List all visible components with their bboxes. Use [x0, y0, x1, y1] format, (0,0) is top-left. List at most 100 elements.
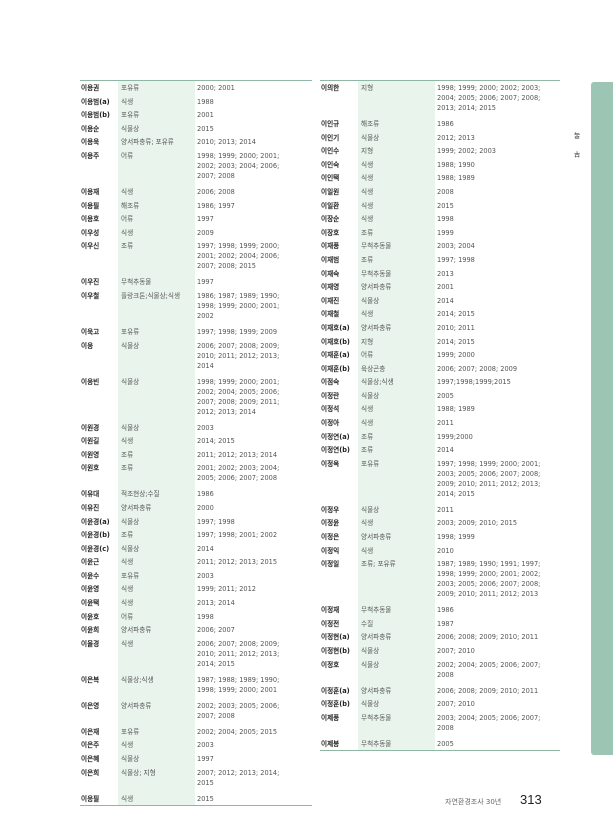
table-row: 이인수 지형 1999; 2002; 2003	[320, 144, 560, 158]
survey-years: 2006; 2007; 2008; 2009; 2010; 2011; 2012…	[197, 341, 280, 370]
survey-years: 1998	[197, 612, 214, 621]
table-row: 이재범 조류 1997; 1998	[320, 253, 560, 267]
researcher-name: 이정훈(a)	[321, 686, 350, 695]
survey-years: 1997; 1998; 1999; 2000; 2001; 2002; 2004…	[197, 242, 280, 271]
survey-years: 2002; 2004; 2005; 2015	[197, 727, 278, 736]
table-row: 이은복 식물상;식생 1987; 1988; 1989; 1990; 1998; 1…	[80, 673, 312, 699]
table-row: 이재철 식생 2014; 2015	[320, 307, 560, 321]
table-row: 이재진 식물상 2014	[320, 294, 560, 308]
survey-years: 2001	[197, 111, 214, 120]
table-row: 이일환 식생 2015	[320, 199, 560, 213]
survey-field: 식물상	[361, 391, 380, 400]
survey-field: 식생	[361, 310, 374, 319]
survey-field: 무척추동물	[361, 739, 392, 748]
survey-field: 식생	[121, 558, 134, 567]
survey-years: 1988	[197, 97, 214, 106]
survey-years: 2000	[197, 503, 214, 512]
table-row: 이윤영 식생 1999; 2011; 2012	[80, 582, 312, 596]
survey-years: 1997; 1998; 1999; 2009	[197, 327, 278, 336]
survey-years: 2011; 2012; 2013; 2015	[197, 558, 278, 567]
survey-years: 2011; 2012; 2013; 2014	[197, 450, 278, 459]
survey-years: 2011	[437, 419, 454, 428]
researcher-name: 이재호(a)	[321, 323, 350, 332]
survey-years: 1986; 1997	[197, 201, 235, 210]
table-row: 이정재 무척추동물 1986	[320, 603, 560, 617]
survey-years: 2003	[197, 423, 214, 432]
survey-years: 2006; 2007; 2008; 2009	[437, 364, 518, 373]
researcher-name: 이용욱	[81, 138, 100, 147]
survey-field: 조류	[361, 432, 374, 441]
survey-field: 지형	[361, 147, 374, 156]
table-row: 이정아 식생 2011	[320, 416, 560, 430]
researcher-name: 이웅	[81, 341, 94, 350]
survey-years: 2003; 2009; 2010; 2015	[437, 519, 518, 528]
survey-field: 식생	[361, 546, 374, 555]
table-row: 이유대 적조현상;수질 1986	[80, 487, 312, 501]
survey-years: 1988; 1989	[437, 405, 475, 414]
researcher-name: 이원영	[81, 450, 100, 459]
survey-field: 조류	[121, 531, 134, 540]
survey-field: 식생	[361, 519, 374, 528]
survey-years: 1988; 1990	[437, 160, 475, 169]
survey-years: 2006; 2008; 2009; 2010; 2011	[437, 686, 539, 695]
survey-years: 1998; 1999; 2000; 2001; 2002; 2003; 2004…	[197, 151, 280, 180]
researcher-name: 이정전	[321, 619, 340, 628]
survey-years: 1999; 2000	[437, 351, 475, 360]
table-row: 이용범(b) 포유류 2001	[80, 108, 312, 122]
survey-field: 양서파충류	[121, 701, 152, 710]
researcher-name: 이우진	[81, 278, 100, 287]
survey-years: 1997; 1998; 1999; 2000; 2001; 2003; 2005…	[437, 459, 541, 498]
survey-field: 무척추동물	[361, 269, 392, 278]
survey-years: 1999	[437, 228, 454, 237]
table-row: 이인숙 식생 1988; 1990	[320, 158, 560, 172]
survey-field: 식물상	[121, 755, 140, 764]
survey-years: 2001	[437, 283, 454, 292]
survey-field: 식생	[361, 187, 374, 196]
section-label: 부록	[573, 120, 581, 158]
researcher-name: 이정훈(b)	[321, 700, 350, 709]
table-row: 이율경 식생 2006; 2007; 2008; 2009; 2010; 2011;…	[80, 637, 312, 673]
researcher-name: 이용권	[81, 84, 100, 92]
survey-years: 1986; 1987; 1989; 1990; 1998; 1999; 2000…	[197, 291, 280, 320]
survey-years: 1999; 2011; 2012	[197, 585, 256, 594]
survey-years: 1987; 1988; 1989; 1990; 1998; 1999; 2000…	[197, 675, 280, 694]
survey-field: 식물상; 지형	[121, 768, 156, 777]
survey-field: 양서파충류; 포유류	[121, 138, 174, 147]
table-row: 이윤택 식생 2013; 2014	[80, 596, 312, 610]
table-row: 이정훈(b) 식물상 2007; 2010	[320, 697, 560, 711]
researcher-name: 이재훈(b)	[321, 364, 350, 373]
survey-field: 양서파충류	[361, 686, 392, 695]
survey-years: 2007; 2010	[437, 647, 475, 655]
researcher-name: 이은영	[81, 701, 100, 710]
table-row: 이우진 무척추동물 1997	[80, 275, 312, 289]
category-column-background	[358, 81, 435, 751]
survey-field: 어류	[361, 351, 374, 360]
researcher-name: 이용필	[81, 201, 100, 210]
table-row: 이용주 어류 1998; 1999; 2000; 2001; 2002; 2003;…	[80, 149, 312, 185]
survey-years: 1997; 1998	[197, 517, 235, 526]
category-column-background	[118, 81, 195, 806]
table-row: 이정연(a) 조류 1999;2000	[320, 430, 560, 444]
survey-years: 1987; 1989; 1990; 1991; 1997; 1998; 1999…	[437, 560, 541, 599]
survey-field: 해조류	[121, 201, 140, 210]
table-row: 이정일 조류; 포유류 1987; 1989; 1990; 1991; 1997; …	[320, 557, 560, 603]
survey-years: 2014; 2015	[437, 310, 475, 319]
survey-field: 해조류	[361, 120, 380, 128]
table-row: 이윤근 식생 2011; 2012; 2013; 2015	[80, 555, 312, 569]
researcher-name: 이용범(a)	[81, 97, 110, 106]
survey-field: 식물상	[121, 341, 140, 350]
survey-field: 식물상	[361, 700, 380, 709]
table-row: 이재풍 무척추동물 2003; 2004	[320, 239, 560, 253]
table-row: 이재숙 무척추동물 2013	[320, 267, 560, 281]
researcher-name: 이정우	[321, 505, 340, 514]
researcher-name: 이일원	[321, 187, 340, 196]
table-row: 이정현(b) 식물상 2007; 2010	[320, 644, 560, 658]
researcher-name: 이재숙	[321, 269, 340, 278]
table-row: 이은주 식생 2003	[80, 738, 312, 752]
survey-years: 2014; 2015	[437, 337, 475, 346]
table-row: 이정옥 포유류 1997; 1998; 1999; 2000; 2001; 2003…	[320, 457, 560, 503]
researcher-name: 이정익	[321, 546, 340, 555]
survey-field: 포유류	[121, 571, 140, 580]
table-row: 이우신 조류 1997; 1998; 1999; 2000; 2001; 2002;…	[80, 239, 312, 275]
researcher-name: 이유대	[81, 490, 100, 499]
